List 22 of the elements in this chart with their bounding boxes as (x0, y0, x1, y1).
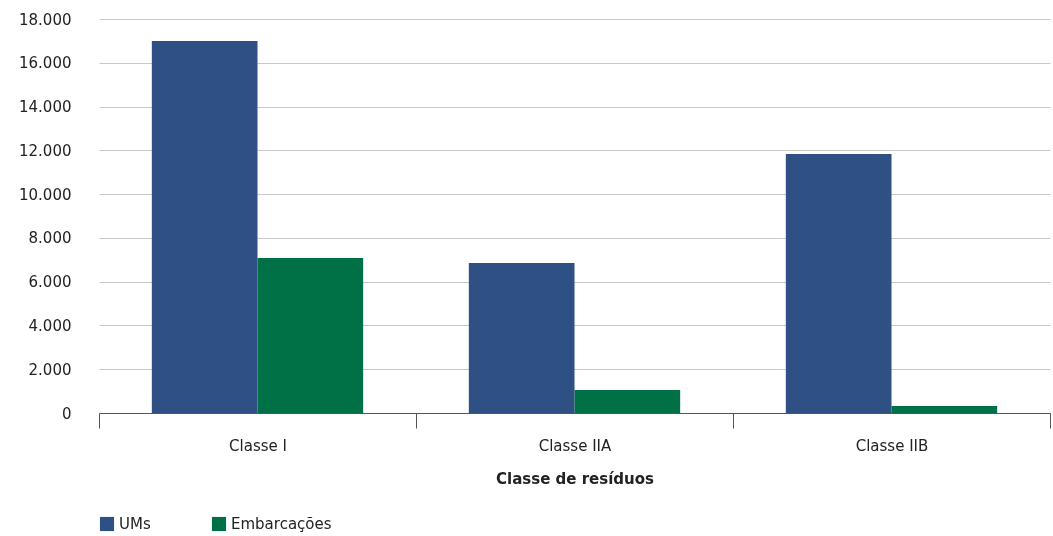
x-tick-label: Classe IIA (538, 436, 613, 455)
y-tick-label: 12.000 (19, 141, 72, 160)
bar (468, 263, 575, 413)
y-tick-label: 0 (61, 404, 72, 423)
y-tick-label: 4.000 (28, 316, 72, 335)
y-tick-label: 8.000 (28, 229, 72, 248)
x-tick-label: Classe IIB (855, 436, 929, 455)
y-tick-label: 14.000 (19, 98, 72, 117)
y-tick-label: 18.000 (19, 10, 72, 29)
bar (151, 40, 258, 413)
bar (257, 258, 364, 413)
y-tick-label: 16.000 (19, 54, 72, 73)
bar (785, 154, 892, 413)
bar (891, 406, 998, 413)
y-tick-label: 6.000 (28, 273, 72, 292)
legend-label: Embarcações (231, 515, 332, 533)
bar (574, 390, 681, 413)
y-tick-label: 2.000 (28, 360, 72, 379)
legend-label: UMs (119, 515, 151, 533)
x-axis-title: Classe de resíduos (496, 469, 655, 488)
x-tick-label: Classe I (229, 436, 287, 455)
y-tick-label: 10.000 (19, 185, 72, 204)
